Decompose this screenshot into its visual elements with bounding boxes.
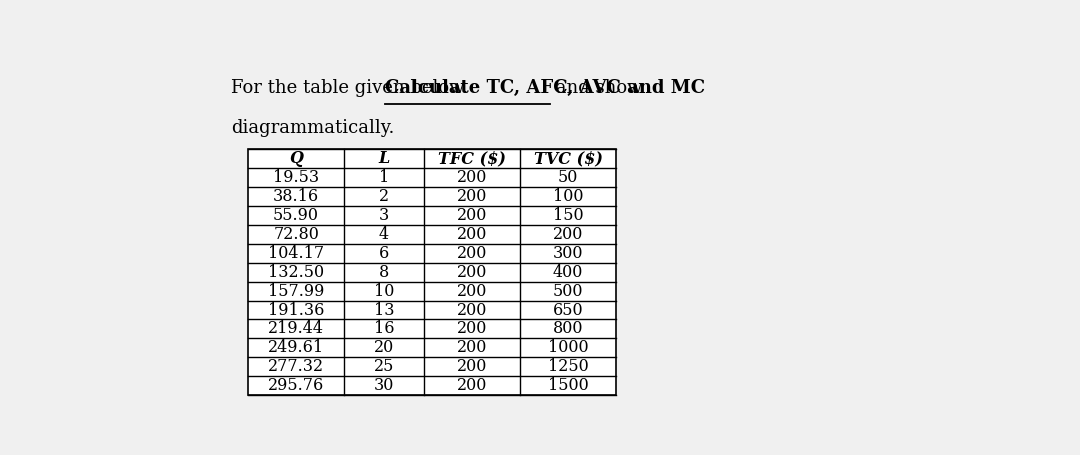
Text: 200: 200 <box>457 339 487 356</box>
Text: 200: 200 <box>457 169 487 186</box>
Text: 72.80: 72.80 <box>273 226 319 243</box>
Text: 200: 200 <box>457 358 487 375</box>
Text: 200: 200 <box>457 320 487 338</box>
Text: 219.44: 219.44 <box>268 320 324 338</box>
Text: Q: Q <box>289 150 303 167</box>
Text: 104.17: 104.17 <box>268 245 324 262</box>
Text: 1000: 1000 <box>548 339 589 356</box>
Text: 650: 650 <box>553 302 583 318</box>
Text: 132.50: 132.50 <box>268 263 324 281</box>
Text: 800: 800 <box>553 320 583 338</box>
Text: 200: 200 <box>457 283 487 299</box>
Text: diagrammatically.: diagrammatically. <box>231 119 394 137</box>
Text: 191.36: 191.36 <box>268 302 324 318</box>
Text: 30: 30 <box>374 377 394 394</box>
Text: 200: 200 <box>457 302 487 318</box>
Text: 3: 3 <box>379 207 389 224</box>
Text: 50: 50 <box>558 169 578 186</box>
Text: 200: 200 <box>457 245 487 262</box>
Text: 200: 200 <box>457 263 487 281</box>
Text: 55.90: 55.90 <box>273 207 319 224</box>
Text: and show: and show <box>550 79 643 97</box>
Text: L: L <box>378 150 390 167</box>
Text: 200: 200 <box>457 207 487 224</box>
Text: 277.32: 277.32 <box>268 358 324 375</box>
Text: 38.16: 38.16 <box>273 188 320 205</box>
Text: 200: 200 <box>457 226 487 243</box>
Text: 1500: 1500 <box>548 377 589 394</box>
Text: 20: 20 <box>374 339 394 356</box>
Text: 150: 150 <box>553 207 583 224</box>
Text: 25: 25 <box>374 358 394 375</box>
Text: 200: 200 <box>553 226 583 243</box>
Text: 8: 8 <box>379 263 389 281</box>
Text: 6: 6 <box>379 245 389 262</box>
Text: 295.76: 295.76 <box>268 377 324 394</box>
Text: 4: 4 <box>379 226 389 243</box>
Text: 157.99: 157.99 <box>268 283 324 299</box>
Text: 10: 10 <box>374 283 394 299</box>
Text: 200: 200 <box>457 377 487 394</box>
Text: 300: 300 <box>553 245 583 262</box>
Text: For the table given below.: For the table given below. <box>231 79 474 97</box>
Text: 1250: 1250 <box>548 358 589 375</box>
Text: 200: 200 <box>457 188 487 205</box>
Text: 13: 13 <box>374 302 394 318</box>
Text: Calculate TC, AFC, AVC and MC: Calculate TC, AFC, AVC and MC <box>384 79 705 97</box>
Text: 1: 1 <box>379 169 389 186</box>
Text: 19.53: 19.53 <box>273 169 320 186</box>
Text: 2: 2 <box>379 188 389 205</box>
Text: 16: 16 <box>374 320 394 338</box>
Text: 100: 100 <box>553 188 583 205</box>
Text: TFC ($): TFC ($) <box>437 150 505 167</box>
Text: 400: 400 <box>553 263 583 281</box>
Text: 500: 500 <box>553 283 583 299</box>
Text: 249.61: 249.61 <box>268 339 324 356</box>
Text: TVC ($): TVC ($) <box>534 150 603 167</box>
